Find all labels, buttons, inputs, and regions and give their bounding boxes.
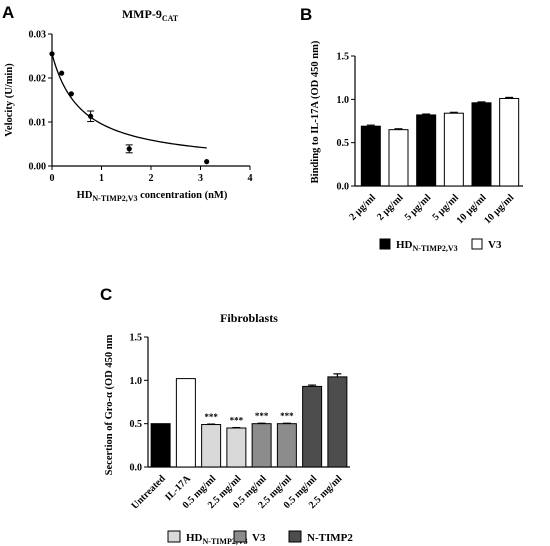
- panel-b-bar: [499, 97, 520, 187]
- panel-b-category-label: 5 µg/ml: [403, 192, 434, 223]
- panel-letter-b: B: [300, 5, 312, 24]
- panel-c-significance: ***: [204, 412, 218, 422]
- panel-letter-c: C: [100, 285, 112, 304]
- panel-c-bar: [327, 376, 348, 468]
- panel-a-point: [204, 159, 210, 165]
- panel-c-ytick-label: 1.5: [130, 333, 143, 344]
- panel-b-ylabel: Binding to IL-17A (OD 450 nm): [310, 40, 321, 183]
- panel-a-marks: [49, 51, 210, 165]
- panel-c-bar: [201, 424, 222, 468]
- panel-a-xtick-label: 4: [248, 173, 253, 184]
- panel-c-legend: HDN-TIMP2,V3 V3 N-TIMP2: [167, 530, 353, 546]
- panel-b-legend: HDN-TIMP2,V3 V3: [379, 238, 502, 253]
- panel-c-legend-label-2: V3: [252, 532, 266, 544]
- panel-a-title: MMP-9CAT: [122, 7, 179, 23]
- panel-c-bar: [251, 423, 272, 468]
- panel-b-legend-swatch-2: [471, 238, 483, 250]
- panel-a-point: [49, 51, 55, 57]
- panel-b-axes: [354, 56, 523, 187]
- panel-b-ticks: 0.0 0.5 1.0 1.5: [337, 52, 355, 193]
- panel-a-point: [126, 146, 132, 152]
- panel-b-marks: [360, 96, 520, 187]
- panel-c-legend-label-3: N-TIMP2: [307, 532, 353, 544]
- panel-b-bar: [471, 102, 492, 187]
- panel-a-point: [88, 113, 94, 119]
- panel-letter-a: A: [2, 3, 14, 22]
- panel-c-category-label: Untreated: [129, 473, 168, 512]
- panel-a-ticks: 0 1 2 3 4 0.00 0.01 0.02 0.03: [29, 30, 253, 185]
- panel-b-ytick-label: 0.0: [337, 182, 350, 193]
- panel-a-xtick-label: 2: [149, 173, 154, 184]
- panel-a-ytick-label: 0.02: [29, 74, 47, 85]
- panel-b-ytick-label: 1.5: [337, 52, 350, 63]
- panel-c-significance: ***: [255, 411, 269, 421]
- panel-b-legend-swatch-1: [379, 238, 391, 250]
- panel-a-axes: [51, 34, 250, 167]
- panel-a-ytick-label: 0.00: [29, 162, 47, 173]
- panel-c-ytick-label: 0.0: [130, 463, 143, 474]
- panel-a-xtick-label: 3: [198, 173, 203, 184]
- panel-b-legend-label-1: HDN-TIMP2,V3: [396, 239, 458, 253]
- panel-c-ylabel: Secertion of Gro-α (OD 450 nm: [104, 334, 115, 475]
- panel-a-point: [68, 91, 74, 97]
- panel-c-bar: [226, 427, 247, 468]
- panel-a-xtick-label: 0: [50, 173, 55, 184]
- panel-b-category-label: 2 µg/ml: [375, 192, 406, 223]
- panel-c-bar: [302, 385, 323, 468]
- panel-c-legend-label-1: HDN-TIMP2,V3: [186, 532, 248, 546]
- panel-b-bar: [443, 112, 464, 187]
- panel-b-category-label: 10 µg/ml: [482, 192, 516, 226]
- panel-c-bar: [276, 423, 297, 468]
- panel-c-significance: ***: [280, 411, 294, 421]
- panel-b-ytick-label: 1.0: [337, 95, 350, 106]
- panel-b-bar: [416, 114, 437, 187]
- panel-b-legend-label-2: V3: [488, 239, 502, 251]
- panel-a-point: [59, 70, 65, 76]
- panel-c-ytick-label: 0.5: [130, 419, 143, 430]
- panel-c-legend-swatch-1: [167, 530, 181, 543]
- panel-a-xtick-label: 1: [99, 173, 104, 184]
- panel-c-title: Fibroblasts: [220, 311, 278, 325]
- panel-a-xlabel: HDN-TIMP2,V3 concentration (nM): [77, 190, 228, 203]
- panel-a-fit-curve: [51, 53, 207, 149]
- panel-c-legend-swatch-2: [233, 530, 247, 543]
- panel-b-category-label: 2 µg/ml: [347, 192, 378, 223]
- panel-c-ticks: 0.0 0.5 1.0 1.5: [130, 333, 148, 474]
- panel-c-legend-swatch-3: [288, 530, 302, 543]
- panel-b-bar: [388, 129, 409, 187]
- panel-c-bar: [175, 378, 196, 468]
- panel-b-ytick-label: 0.5: [337, 138, 350, 149]
- panel-a-ytick-label: 0.03: [29, 30, 47, 41]
- panel-c-marks: *** *** *** ***: [150, 373, 348, 468]
- panel-b-bar: [360, 125, 381, 187]
- panel-a-ylabel: Velocity (U/min): [4, 63, 15, 137]
- panel-c-bar: [150, 423, 171, 468]
- panel-c-ytick-label: 1.0: [130, 376, 143, 387]
- panel-c-significance: ***: [230, 416, 244, 426]
- panel-a-ytick-label: 0.01: [29, 118, 47, 129]
